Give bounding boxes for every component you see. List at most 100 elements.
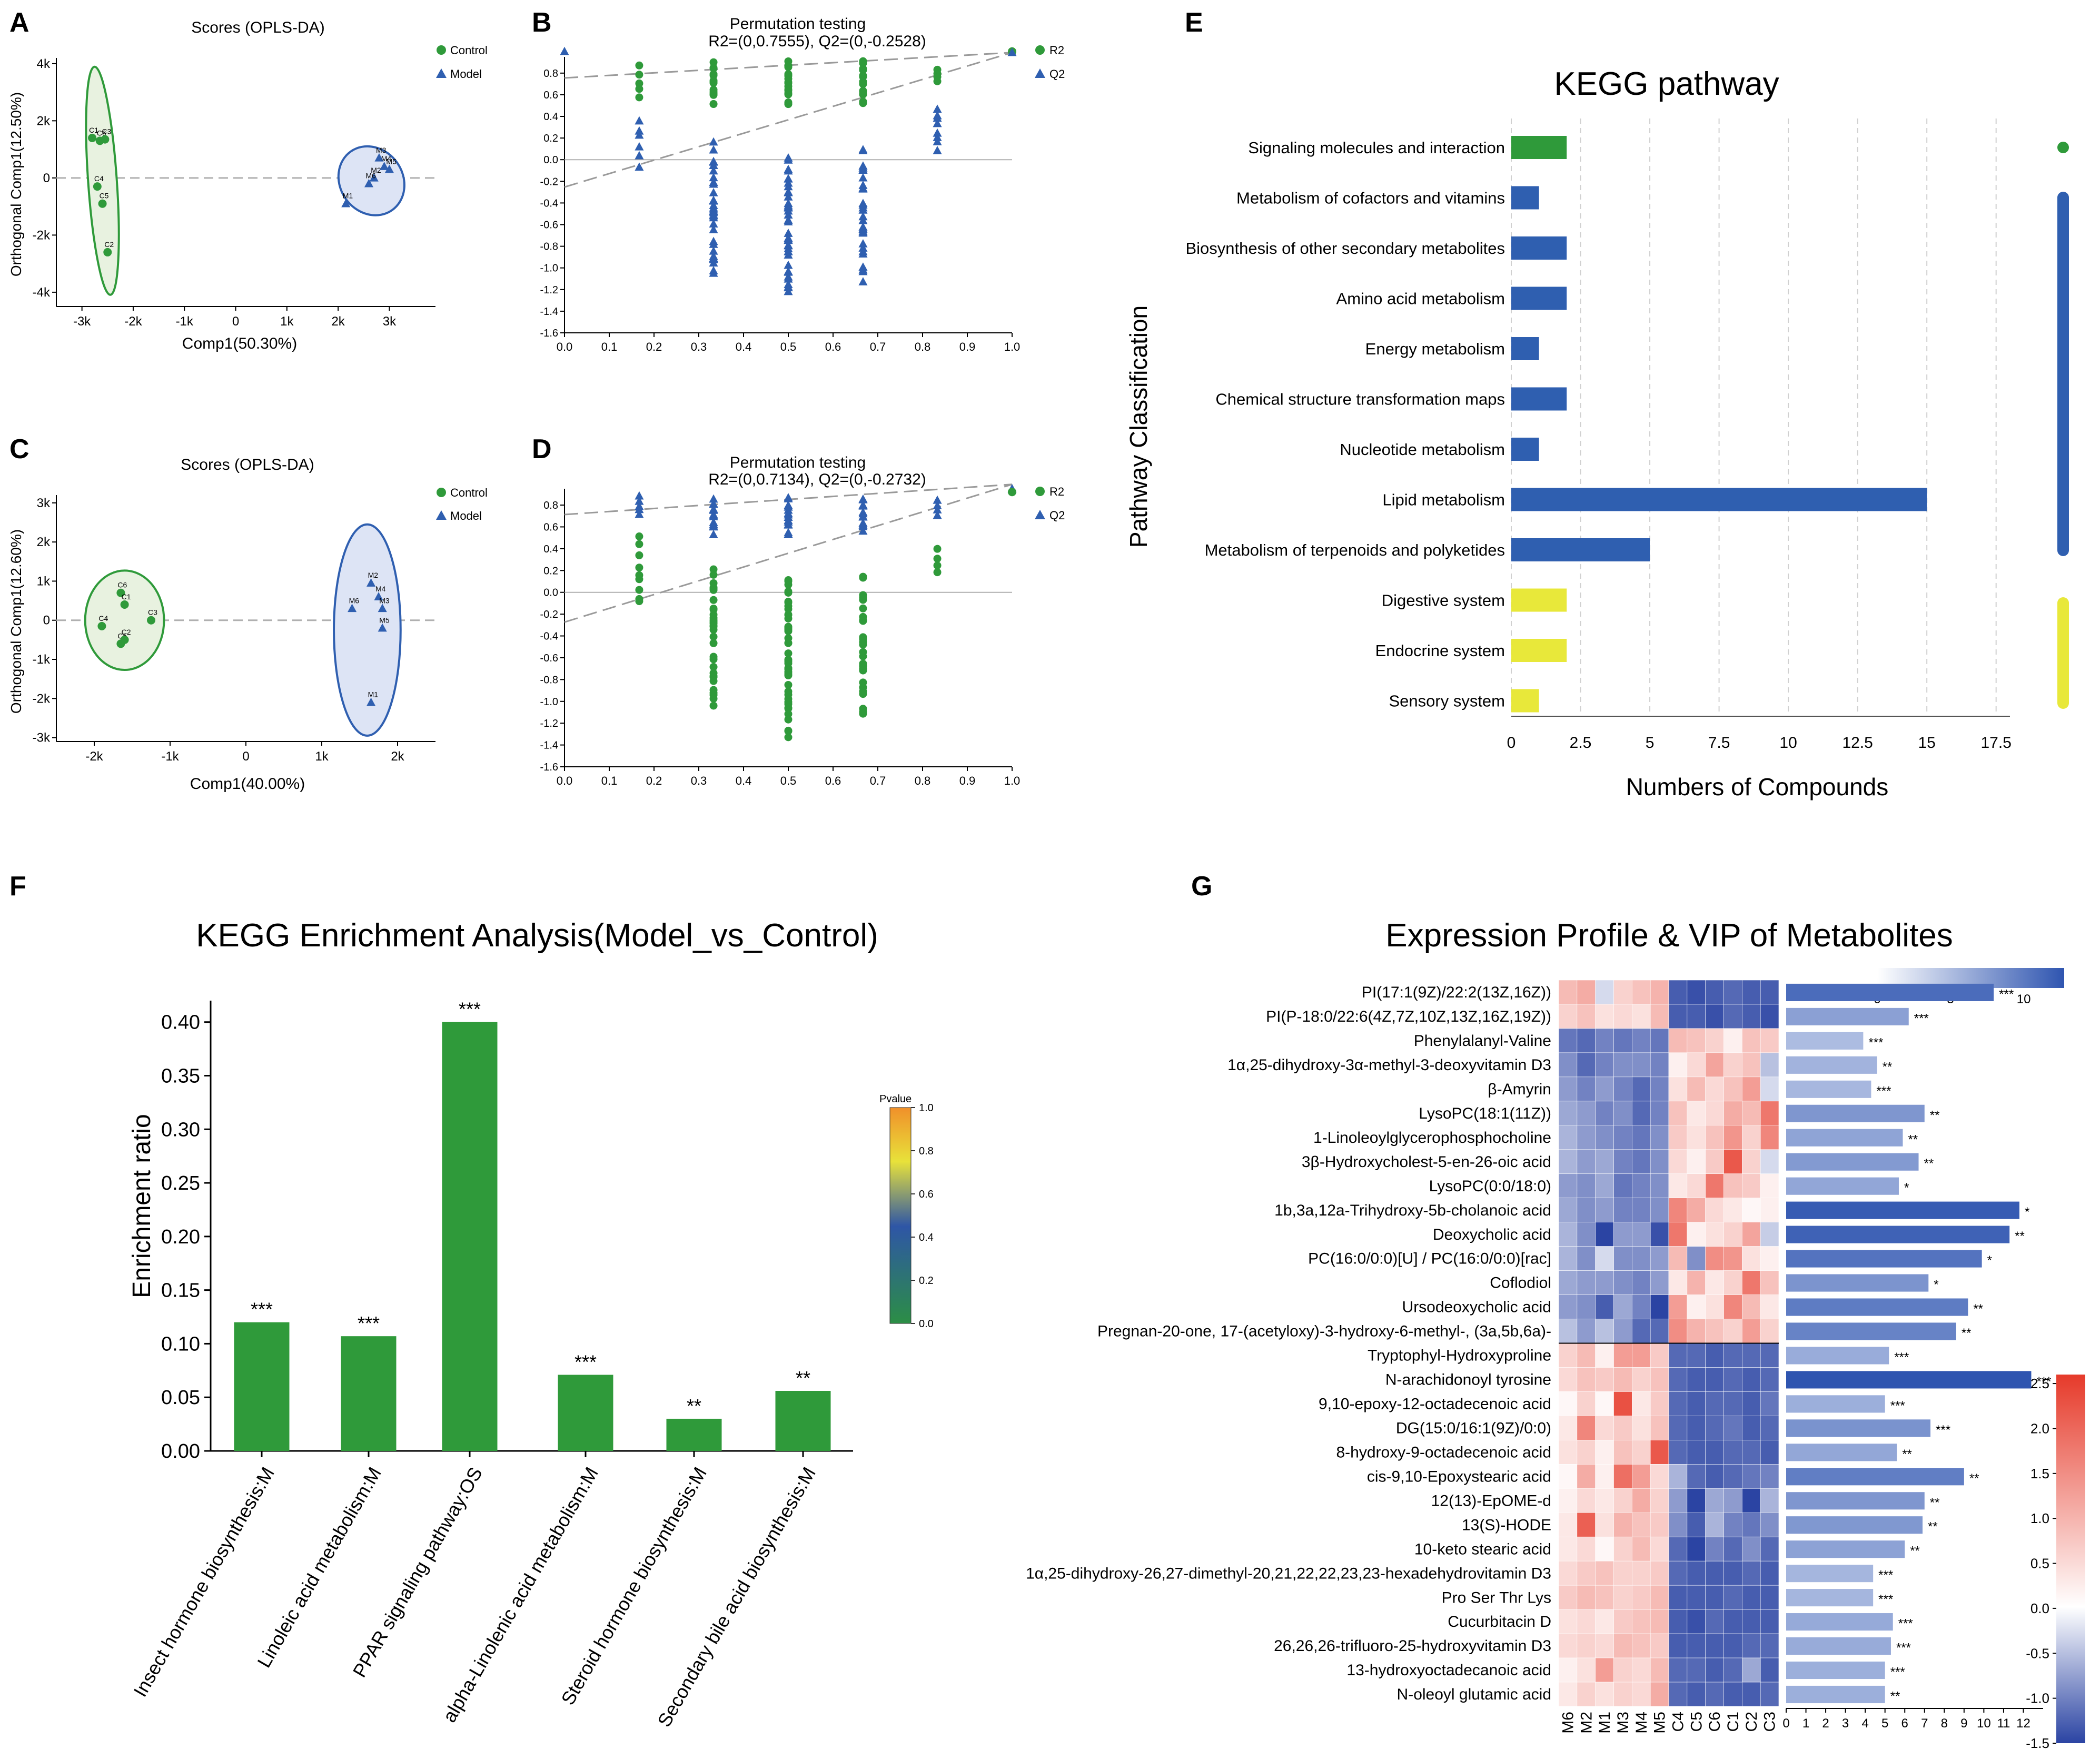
enrichment-bar: [775, 1391, 831, 1451]
vip-bar: [1786, 1080, 1871, 1098]
heatmap-cell: [1742, 1149, 1761, 1174]
heatmap-cell: [1632, 1319, 1651, 1343]
vip-significance: **: [1930, 1496, 1940, 1510]
x-tick-label: 0.1: [601, 340, 618, 353]
heatmap-cell: [1705, 1440, 1724, 1465]
heatmap-cell: [1723, 1076, 1742, 1102]
heatmap-cell: [1705, 1173, 1724, 1199]
x-tick-label: 0: [242, 749, 249, 764]
y-tick-label: -3k: [33, 731, 51, 745]
heatmap-cell: [1760, 1173, 1779, 1199]
vip-bar: [1786, 983, 1994, 1001]
heatmap-cell: [1760, 1512, 1779, 1537]
y-tick-label: 0.25: [161, 1172, 200, 1194]
y-tick-label: -1.2: [540, 718, 558, 729]
y-tick-label: 0.05: [161, 1387, 200, 1409]
vip-x-tick-label: 12: [2016, 1716, 2030, 1731]
metabolite-label: 10-keto stearic acid: [1414, 1540, 1551, 1558]
heatmap-cell: [1760, 1101, 1779, 1126]
heatmap-cell: [1723, 1682, 1742, 1707]
heatmap-cell: [1705, 1512, 1724, 1537]
x-tick-label: 12.5: [1842, 734, 1873, 752]
heatmap-cell: [1760, 1440, 1779, 1465]
heatmap-cell: [1705, 1633, 1724, 1658]
q2-permutation-point: [709, 511, 718, 519]
heatmap-cell: [1650, 1246, 1669, 1271]
vip-bar: [1786, 1540, 1905, 1558]
significance-stars: ***: [251, 1299, 273, 1320]
heatmap-cell: [1668, 1391, 1688, 1416]
heatmap-cell: [1705, 1270, 1724, 1295]
heatmap-cell: [1577, 1536, 1596, 1562]
r2-permutation-point: [784, 670, 793, 678]
score-point-label: C4: [98, 614, 108, 622]
y-tick-label: -0.6: [540, 220, 558, 231]
sample-label: M3: [1614, 1712, 1632, 1734]
r2-permutation-point: [784, 698, 793, 706]
y-tick-label: -1.6: [540, 762, 558, 773]
heatmap-cell: [1742, 1004, 1761, 1029]
heatmap-cell: [1558, 1222, 1578, 1247]
heatmap-cell: [1650, 1101, 1669, 1126]
y-tick-label: 0.20: [161, 1226, 200, 1248]
heatmap-cell: [1558, 1560, 1578, 1586]
r2-permutation-point: [635, 71, 643, 79]
pathway-bar: [1511, 286, 1567, 310]
legend-model-marker: [436, 510, 447, 520]
q2-permutation-point: [709, 504, 718, 513]
score-point: [93, 182, 102, 191]
q2-permutation-point: [858, 249, 868, 258]
q2-permutation-point: [635, 509, 644, 518]
heatmap-cell: [1760, 1295, 1779, 1319]
heatmap-cell: [1632, 1440, 1651, 1465]
heatmap-cell: [1558, 1633, 1578, 1658]
pathway-bar: [1511, 337, 1539, 360]
x-tick-label: 0.3: [691, 774, 707, 787]
heatmap-cell: [1650, 1052, 1669, 1078]
heatmap-cell: [1613, 1609, 1632, 1634]
pathway-bar: [1511, 689, 1539, 713]
heatmap-cell: [1650, 1270, 1669, 1295]
heatmap-cell: [1742, 1609, 1761, 1634]
metabolite-label: N-oleoyl glutamic acid: [1397, 1686, 1551, 1703]
vip-significance: ***: [1898, 1617, 1913, 1631]
q2-permutation-point: [784, 164, 793, 173]
score-point: [120, 600, 129, 609]
heatmap-cell: [1577, 1657, 1596, 1683]
heatmap-cell: [1668, 1246, 1688, 1271]
y-tick-label: 0.8: [543, 68, 558, 80]
r2-permutation-point: [784, 715, 793, 724]
score-point-label: C2: [122, 628, 131, 636]
x-tick-label: 0.9: [959, 774, 976, 787]
heatmap-cell: [1760, 1222, 1779, 1247]
r2-permutation-point: [859, 640, 867, 649]
pathway-bar: [1511, 438, 1539, 461]
r2-permutation-point: [784, 98, 793, 106]
heatmap-cell: [1723, 1295, 1742, 1319]
heatmap-cell: [1632, 1343, 1651, 1368]
colorbar-tick-label: 2.5: [2030, 1376, 2049, 1391]
score-point-label: C6: [97, 129, 106, 137]
heatmap-cell: [1632, 1246, 1651, 1271]
heatmap-cell: [1650, 1464, 1669, 1489]
panel-label-g: G: [1191, 871, 1212, 902]
q2-permutation-point: [784, 153, 793, 162]
panel-f-ylabel: Enrichment ratio: [128, 1114, 156, 1298]
heatmap-cell: [1742, 1682, 1761, 1707]
heatmap-cell: [1613, 1052, 1632, 1078]
colorbar-tick-label: 0.6: [919, 1189, 934, 1200]
heatmap-cell: [1632, 1125, 1651, 1150]
heatmap-cell: [1687, 1222, 1706, 1247]
q2-permutation-point: [709, 173, 718, 182]
pathway-bar: [1511, 639, 1567, 662]
heatmap-cell: [1650, 1657, 1669, 1683]
score-point: [380, 162, 389, 170]
colorbar-tick-label: 1.0: [2030, 1510, 2049, 1526]
heatmap-cell: [1595, 1028, 1614, 1053]
heatmap-cell: [1723, 1512, 1742, 1537]
x-tick-label: 0.5: [780, 774, 797, 787]
heatmap-cell: [1577, 1319, 1596, 1343]
score-point: [378, 604, 387, 612]
heatmap-cell: [1687, 1004, 1706, 1029]
